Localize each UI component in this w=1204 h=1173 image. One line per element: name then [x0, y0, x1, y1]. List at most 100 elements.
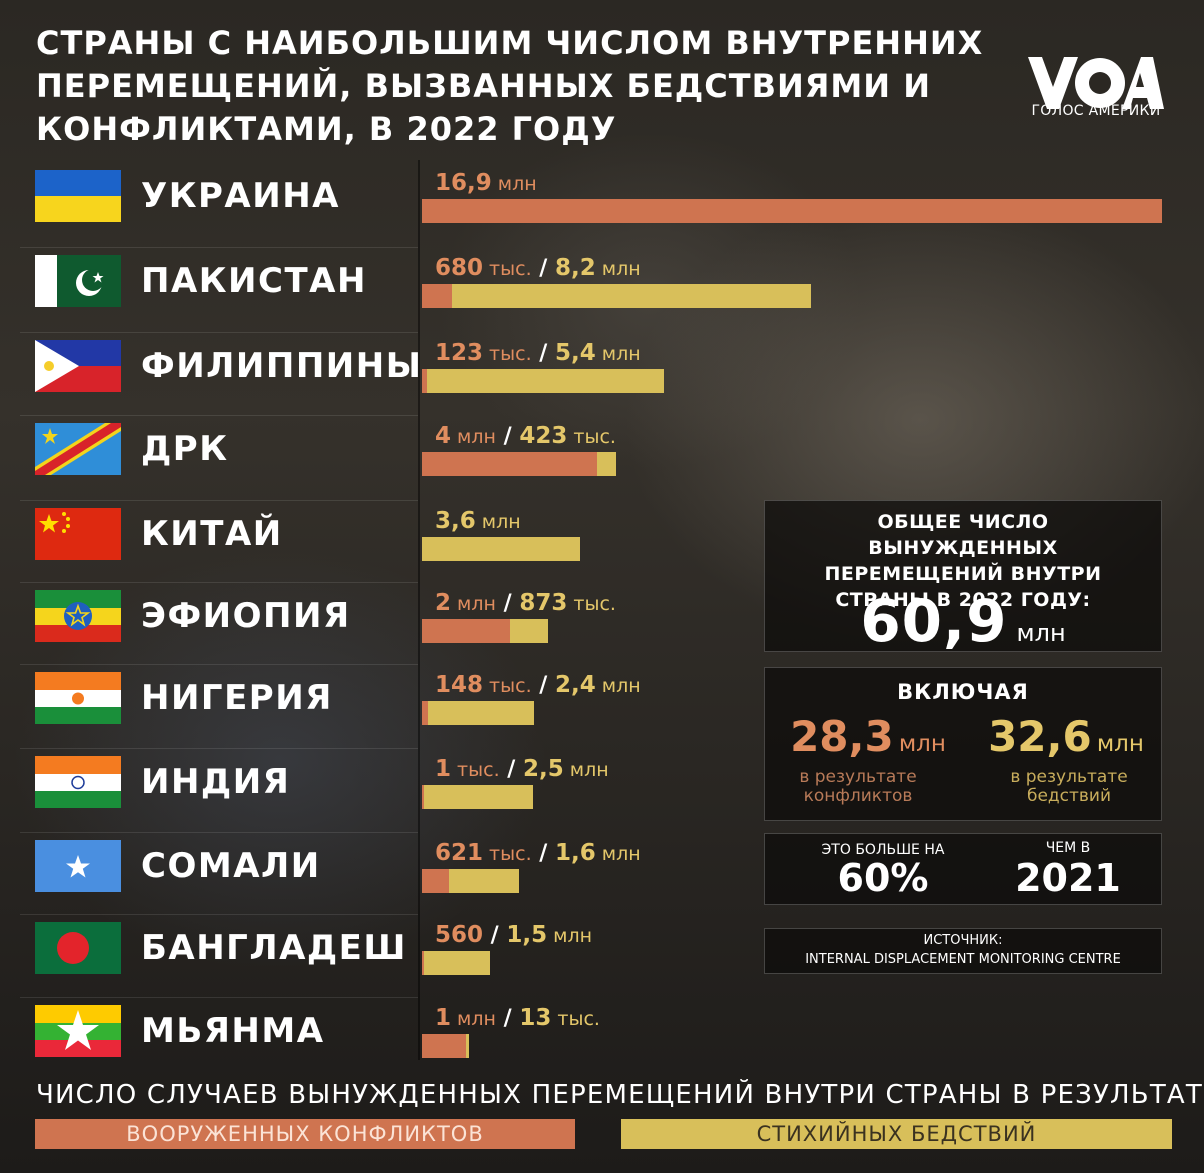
bar-disaster — [597, 452, 616, 476]
bar-conflict — [422, 869, 450, 893]
value-label: 3,6 млн — [435, 506, 521, 538]
legend-conflict-label: ВООРУЖЕННЫХ КОНФЛИКТОВ — [126, 1122, 484, 1146]
conflict-total-unit: млн — [898, 731, 946, 757]
source-panel: ИСТОЧНИК: INTERNAL DISPLACEMENT MONITORI… — [764, 928, 1162, 974]
country-name: ИНДИЯ — [141, 762, 291, 802]
value-label-part: тыс. — [483, 343, 532, 365]
value-label-part: 560 — [435, 922, 484, 948]
value-label-part: тыс. — [483, 258, 532, 280]
row-divider — [20, 997, 418, 998]
including-heading: ВКЛЮЧАЯ — [897, 680, 1029, 704]
value-label-part: / — [531, 673, 555, 698]
total-panel: ОБЩЕЕ ЧИСЛО ВЫНУЖДЕННЫХ ПЕРЕМЕЩЕНИЙ ВНУТ… — [764, 500, 1162, 655]
value-label-part: / — [531, 841, 555, 866]
value-label-part: тыс. — [483, 843, 532, 865]
compare-left-value: 60% — [837, 856, 929, 900]
value-label-part: 5,4 — [554, 340, 596, 366]
country-name: СОМАЛИ — [141, 846, 321, 886]
compare-left-label: ЭТО БОЛЬШЕ НА — [821, 842, 945, 858]
value-label-part: млн — [547, 925, 593, 947]
value-label-part: млн — [451, 426, 496, 448]
value-label: 123 тыс. / 5,4 млн — [435, 338, 641, 370]
value-label-part: тыс. — [567, 426, 616, 448]
including-panel: ВКЛЮЧАЯ 28,3 млн в результате конфликтов… — [764, 667, 1162, 821]
value-label: 148 тыс. / 2,4 млн — [435, 670, 641, 702]
pakistan-flag-icon — [35, 255, 121, 307]
bar-disaster — [422, 537, 580, 561]
value-label-part: 423 — [519, 423, 568, 449]
bar-conflict — [422, 1034, 466, 1058]
philippines-flag-icon — [35, 340, 121, 392]
source-label: ИСТОЧНИК: — [923, 933, 1003, 948]
value-label-part: тыс. — [451, 759, 500, 781]
country-name: БАНГЛАДЕШ — [141, 928, 407, 968]
value-label-part: млн — [563, 759, 609, 781]
bangladesh-flag-icon — [35, 922, 121, 974]
bar-disaster — [428, 701, 534, 725]
value-label-part: 16,9 — [435, 170, 492, 196]
country-name: КИТАЙ — [141, 514, 283, 554]
disaster-total-value: 32,6 — [988, 712, 1092, 761]
row-divider — [20, 914, 418, 915]
value-label-part: тыс. — [551, 1008, 600, 1030]
bar-disaster — [424, 785, 534, 809]
country-name: ДРК — [141, 429, 229, 469]
country-name: ЭФИОПИЯ — [141, 596, 351, 636]
value-label: 680 тыс. / 8,2 млн — [435, 253, 641, 285]
value-label-part: тыс. — [567, 593, 616, 615]
value-label: 4 млн / 423 тыс. — [435, 421, 616, 453]
value-label-part: 148 — [435, 672, 484, 698]
value-label-part: 1,6 — [554, 840, 596, 866]
value-label-part: 13 — [519, 1005, 552, 1031]
value-label-part: 1,5 — [506, 922, 548, 948]
source-value: INTERNAL DISPLACEMENT MONITORING CENTRE — [805, 952, 1121, 967]
value-label-part: млн — [491, 173, 537, 195]
value-label: 2 млн / 873 тыс. — [435, 588, 616, 620]
bar-conflict — [422, 701, 429, 725]
bar-conflict — [422, 619, 510, 643]
legend-disaster: СТИХИЙНЫХ БЕДСТВИЙ — [621, 1119, 1172, 1149]
india-flag-icon — [35, 756, 121, 808]
bar-conflict — [422, 951, 424, 975]
value-label-part: млн — [475, 511, 521, 533]
value-label-part: 1 — [435, 1005, 452, 1031]
value-label-part: / — [499, 757, 523, 782]
value-label-part: 8,2 — [554, 255, 596, 281]
value-label-part: тыс. — [483, 675, 532, 697]
value-label-part: 1 — [435, 756, 452, 782]
value-label-part: 873 — [519, 590, 568, 616]
total-value-line: 60,9 млн — [765, 587, 1161, 655]
chart-axis-divider — [418, 160, 420, 1060]
drc-flag-icon — [35, 423, 121, 475]
value-label-part: млн — [595, 343, 641, 365]
value-label-part: млн — [595, 258, 641, 280]
value-label-part: 2 — [435, 590, 452, 616]
row-divider — [20, 582, 418, 583]
value-label-part: / — [495, 1006, 520, 1031]
myanmar-flag-icon — [35, 1005, 121, 1057]
value-label-part: / — [531, 341, 555, 366]
ukraine-flag-icon — [35, 170, 121, 222]
value-label: 1 тыс. / 2,5 млн — [435, 754, 609, 786]
disaster-caption: в результате бедствий — [1010, 767, 1128, 806]
bar-disaster — [509, 619, 548, 643]
bar-disaster — [449, 869, 520, 893]
china-flag-icon — [35, 508, 121, 560]
value-label-part: / — [531, 256, 555, 281]
conflict-caption: в результате конфликтов — [799, 767, 917, 806]
total-unit: млн — [1016, 619, 1066, 647]
country-name: ПАКИСТАН — [141, 261, 367, 301]
conflict-total: 28,3 млн — [773, 712, 963, 761]
compare-panel: ЭТО БОЛЬШЕ НА 60% ЧЕМ В 2021 — [764, 833, 1162, 905]
row-divider — [20, 415, 418, 416]
ethiopia-flag-icon — [35, 590, 121, 642]
logo-caption: ГОЛОС АМЕРИКИ — [1031, 103, 1161, 119]
compare-right-value: 2021 — [1015, 856, 1121, 900]
row-divider — [20, 832, 418, 833]
country-name: УКРАИНА — [141, 176, 340, 216]
value-label-part: млн — [451, 1008, 496, 1030]
value-label: 1 млн / 13 тыс. — [435, 1003, 600, 1035]
bar-conflict — [422, 199, 1162, 223]
value-label-part: 3,6 — [435, 508, 476, 534]
value-label-part: 2,5 — [522, 756, 564, 782]
